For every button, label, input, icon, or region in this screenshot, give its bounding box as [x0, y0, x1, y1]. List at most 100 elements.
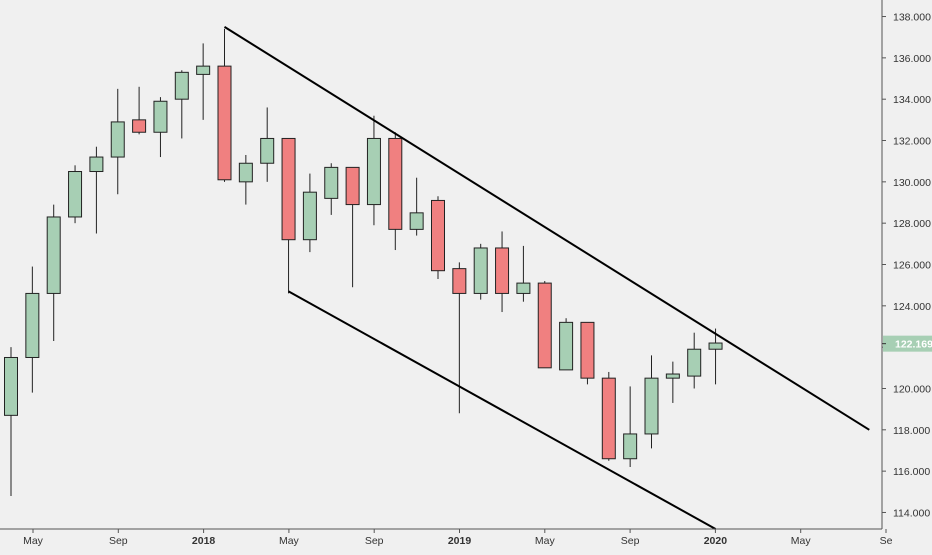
candle[interactable]	[217, 28, 232, 182]
current-price-tag: 122.169	[882, 335, 932, 352]
candle[interactable]	[4, 347, 18, 496]
candle-body	[46, 216, 61, 294]
candle-body	[68, 171, 83, 218]
candle-body	[580, 321, 595, 379]
candle[interactable]	[687, 332, 702, 389]
price-tick-label: 120.000	[893, 383, 931, 395]
candle[interactable]	[473, 243, 488, 300]
price-tick-label: 128.000	[893, 218, 931, 230]
price-tick-label: 126.000	[893, 260, 931, 272]
price-tick-label: 132.000	[893, 136, 931, 148]
candle[interactable]	[260, 107, 275, 182]
time-tick-label: 2018	[192, 535, 216, 547]
candle-body	[302, 191, 317, 241]
candle-body	[260, 137, 275, 164]
candle[interactable]	[409, 177, 424, 236]
candle-body	[452, 268, 467, 294]
upper-channel-line[interactable]	[223, 26, 870, 431]
time-tick-label: Se	[880, 535, 893, 547]
price-tick-label: 138.000	[893, 12, 931, 24]
candle[interactable]	[89, 146, 104, 234]
candle[interactable]	[601, 371, 616, 461]
candle[interactable]	[665, 361, 680, 403]
candle[interactable]	[580, 321, 595, 385]
candle-body	[89, 156, 104, 173]
price-tick-label: 136.000	[893, 53, 931, 65]
candle-body	[217, 65, 232, 181]
candle-body	[623, 433, 638, 460]
candle[interactable]	[623, 386, 638, 468]
price-tick-label: 124.000	[893, 301, 931, 313]
candles-layer	[4, 28, 723, 496]
candle[interactable]	[302, 173, 317, 253]
candle-body	[196, 65, 211, 75]
candle[interactable]	[516, 245, 531, 302]
candle[interactable]	[46, 204, 61, 341]
candle-body	[4, 356, 18, 416]
candle[interactable]	[68, 165, 83, 224]
trend-lines-layer	[223, 26, 870, 530]
time-tick-label: 2020	[704, 535, 728, 547]
time-tick-label: Sep	[109, 535, 128, 547]
candle-body	[708, 342, 723, 350]
candle-body	[644, 377, 659, 435]
candle[interactable]	[345, 166, 360, 288]
candle[interactable]	[431, 196, 445, 279]
candle-body	[601, 377, 616, 460]
candle-body	[324, 166, 339, 199]
candle-body	[665, 373, 680, 379]
candle-body	[388, 137, 403, 230]
candle[interactable]	[196, 43, 211, 120]
time-tick-label: Sep	[621, 535, 640, 547]
candle-body	[132, 119, 147, 133]
candle-body	[238, 162, 253, 183]
candle[interactable]	[132, 86, 147, 135]
candle-body	[687, 348, 702, 377]
price-tick-label: 116.000	[893, 466, 930, 478]
candle[interactable]	[452, 262, 467, 414]
time-tick-label: May	[535, 535, 556, 547]
candle[interactable]	[559, 318, 574, 371]
price-tick-label: 134.000	[893, 94, 931, 106]
candle[interactable]	[366, 115, 381, 226]
time-tick-label: Sep	[365, 535, 384, 547]
price-tick-label: 114.000	[893, 507, 930, 519]
candle[interactable]	[281, 137, 296, 294]
candle[interactable]	[25, 266, 40, 393]
candle[interactable]	[537, 281, 552, 369]
price-tag-box	[883, 335, 932, 352]
candle-body	[174, 71, 189, 100]
lower-channel-line[interactable]	[288, 290, 717, 530]
candle-body	[110, 121, 125, 158]
candle-body	[495, 247, 510, 294]
price-tick-label: 118.000	[893, 425, 930, 437]
candle[interactable]	[238, 154, 253, 205]
candle-body	[516, 282, 531, 294]
candle[interactable]	[153, 97, 168, 158]
candle-body	[409, 212, 424, 230]
candle-body	[366, 137, 381, 206]
price-tick-label: 130.000	[893, 177, 931, 189]
time-tick-label: May	[279, 535, 300, 547]
candle[interactable]	[174, 70, 189, 139]
time-tick-label: May	[791, 535, 812, 547]
time-tick-label: 2019	[448, 535, 472, 547]
candle[interactable]	[324, 163, 339, 215]
time-tick-label: May	[23, 535, 44, 547]
candle-body	[559, 321, 574, 371]
candle[interactable]	[110, 88, 125, 195]
candle-body	[153, 100, 168, 133]
price-tag-label: 122.169	[895, 339, 932, 351]
candle[interactable]	[708, 328, 723, 385]
candle-body	[537, 282, 552, 369]
candle-body	[281, 137, 296, 241]
time-axis[interactable]: May Sep 2018 May Sep 2019 May Sep 2020 May Se	[0, 528, 893, 547]
candle-body	[431, 199, 445, 272]
candle[interactable]	[388, 132, 403, 251]
candle[interactable]	[495, 231, 510, 313]
candle-body	[25, 292, 40, 358]
candle[interactable]	[644, 355, 659, 449]
candle-body	[345, 166, 360, 206]
